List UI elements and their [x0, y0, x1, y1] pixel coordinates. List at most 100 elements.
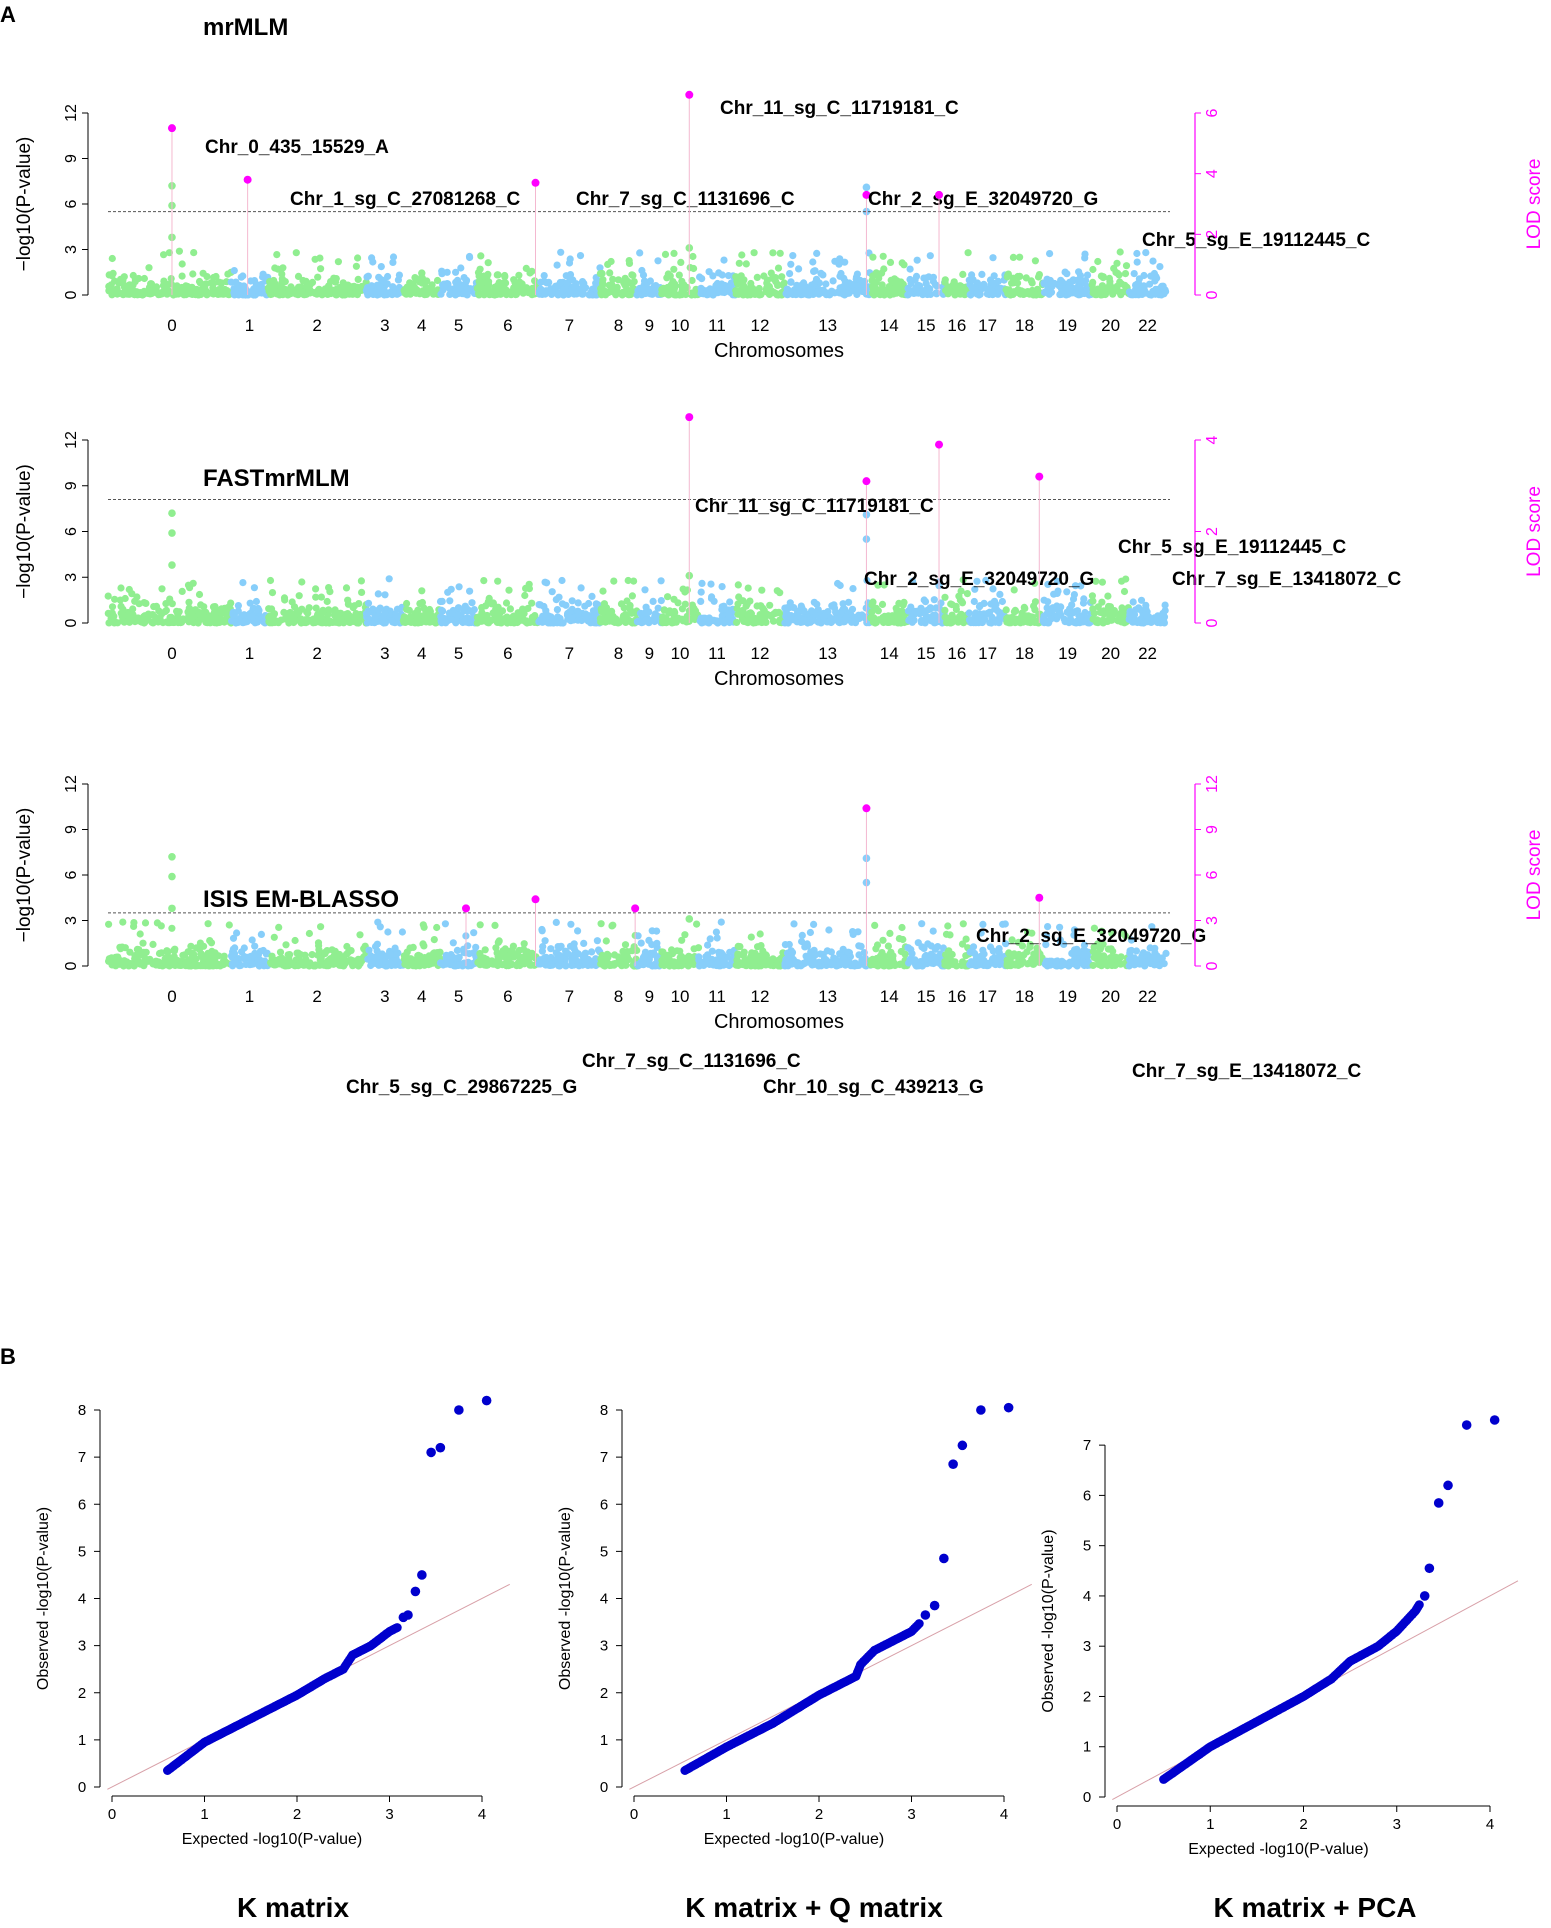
y-tick-label: 9 [63, 154, 80, 163]
snp-point [408, 281, 416, 290]
snp-point [441, 920, 449, 928]
chromosome-tick-label: 12 [751, 644, 770, 663]
snp-point [1053, 589, 1061, 598]
snp-point [604, 953, 612, 962]
snp-point [433, 276, 442, 285]
snp-point [822, 956, 831, 964]
snp-point [566, 942, 575, 950]
snp-point [973, 289, 981, 297]
snp-point [887, 290, 895, 298]
snp-point [781, 604, 789, 612]
snp-point [506, 605, 514, 613]
snp-point [190, 249, 198, 257]
snp-point [386, 959, 394, 967]
snp-point [566, 255, 574, 263]
snp-point [918, 920, 926, 928]
snp-point [356, 931, 364, 939]
snp-point [615, 618, 623, 627]
snp-point [689, 252, 697, 261]
snp-point [288, 959, 296, 968]
snp-point [553, 619, 561, 627]
snp-point [810, 279, 819, 288]
snp-point [721, 605, 729, 613]
snp-point [925, 273, 933, 281]
snp-point [556, 954, 565, 962]
chromosome-tick-label: 7 [565, 316, 574, 335]
snp-point [912, 285, 920, 293]
snp-point [477, 617, 485, 625]
snp-point [436, 597, 445, 606]
chromosome-tick-label: 7 [565, 644, 574, 663]
chromosome-tick-label: 16 [947, 316, 966, 335]
snp-point [525, 959, 534, 967]
snp-point [659, 948, 667, 956]
snp-label: Chr_11_sg_C_11719181_C [695, 496, 934, 517]
snp-point [418, 587, 426, 595]
snp-point [167, 275, 175, 283]
snp-point [915, 962, 923, 970]
snp-point [398, 928, 406, 936]
snp-point [734, 290, 742, 298]
snp-point [836, 581, 844, 590]
snp-point [476, 265, 484, 273]
snp-point [363, 273, 371, 281]
snp-point [878, 281, 886, 289]
snp-point [1116, 248, 1124, 256]
snp-point [620, 604, 628, 612]
snp-point [653, 939, 661, 947]
snp-point [461, 949, 469, 957]
snp-point [491, 921, 499, 930]
snp-point [871, 619, 879, 627]
snp-point [161, 287, 170, 295]
snp-point [508, 946, 516, 954]
snp-point [1040, 288, 1049, 297]
snp-point [155, 607, 163, 615]
snp-point [275, 923, 283, 932]
snp-point [885, 283, 893, 291]
snp-point [739, 949, 748, 958]
snp-point [705, 290, 713, 298]
snp-point [119, 611, 127, 620]
snp-point [842, 614, 850, 623]
snp-point [145, 264, 153, 272]
snp-point [822, 280, 830, 288]
snp-point [736, 607, 744, 616]
snp-point [628, 947, 636, 955]
snp-point [1057, 288, 1066, 297]
snp-point [1130, 270, 1138, 278]
snp-point [914, 939, 922, 947]
snp-point [661, 250, 670, 258]
snp-point [1004, 270, 1013, 278]
snp-point [466, 960, 474, 968]
snp-point [697, 284, 705, 292]
snp-point [887, 276, 895, 284]
snp-point [317, 954, 325, 962]
snp-point [1106, 612, 1114, 620]
snp-point [596, 270, 605, 278]
snp-point [596, 264, 604, 272]
snp-point [1133, 258, 1141, 266]
snp-point [308, 951, 316, 959]
snp-point [1081, 250, 1089, 258]
snp-point [1031, 606, 1039, 614]
snp-label: Chr_2_sg_E_32049720_G [864, 569, 1094, 590]
snp-point [641, 586, 649, 594]
snp-point [237, 273, 245, 281]
snp-point [743, 600, 751, 608]
chromosome-tick-label: 19 [1058, 316, 1077, 335]
y-tick-label-right: 4 [1204, 435, 1221, 444]
snp-point [646, 277, 655, 285]
snp-point [758, 586, 766, 594]
snp-point [1070, 276, 1078, 285]
snp-point [239, 579, 247, 587]
snp-point [713, 280, 721, 289]
snp-point [367, 288, 375, 296]
snp-point [440, 283, 449, 291]
snp-point [460, 607, 468, 615]
y-tick-label: 3 [63, 573, 80, 582]
snp-point [379, 614, 387, 622]
snp-point [352, 612, 360, 620]
snp-point [941, 606, 949, 615]
snp-point [879, 252, 887, 260]
snp-point [657, 597, 665, 605]
